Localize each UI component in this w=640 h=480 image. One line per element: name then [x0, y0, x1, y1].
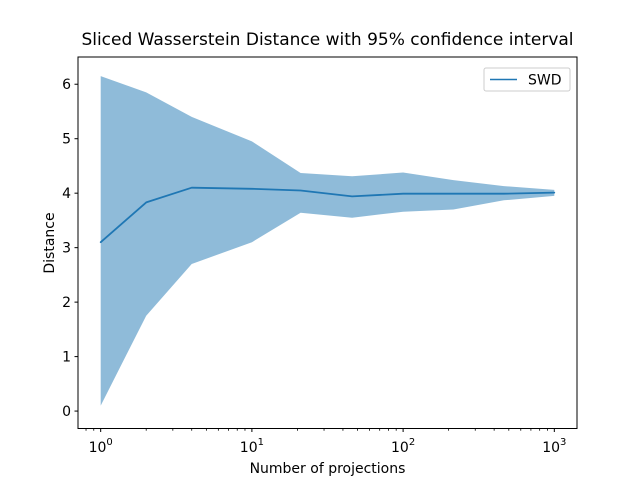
swd-line — [99, 186, 556, 244]
y-tick-label: 1 — [62, 350, 71, 366]
confidence-band — [100, 76, 555, 406]
y-axis-label: Distance — [42, 212, 58, 273]
y-tick-label: 2 — [62, 295, 71, 311]
chart-title: Sliced Wasserstein Distance with 95% con… — [81, 30, 573, 50]
y-tick-label: 0 — [62, 404, 71, 420]
y-tick-label: 3 — [62, 241, 71, 257]
legend: SWD — [483, 67, 571, 92]
legend-box — [483, 67, 571, 92]
y-tick-label: 5 — [62, 132, 71, 148]
x-tick-label: 101 — [240, 437, 264, 456]
y-tick-label: 4 — [62, 186, 71, 202]
x-tick-label: 100 — [89, 437, 113, 456]
x-axis-label: Number of projections — [250, 461, 406, 477]
legend-label: SWD — [528, 73, 562, 89]
x-tick-label: 102 — [391, 437, 415, 456]
plot-area: 0 1 2 3 4 5 6 100 101 102 103 — [62, 56, 578, 456]
x-tick-label: 103 — [542, 437, 566, 456]
axes-spines — [77, 56, 578, 429]
y-tick-label: 6 — [62, 77, 71, 93]
